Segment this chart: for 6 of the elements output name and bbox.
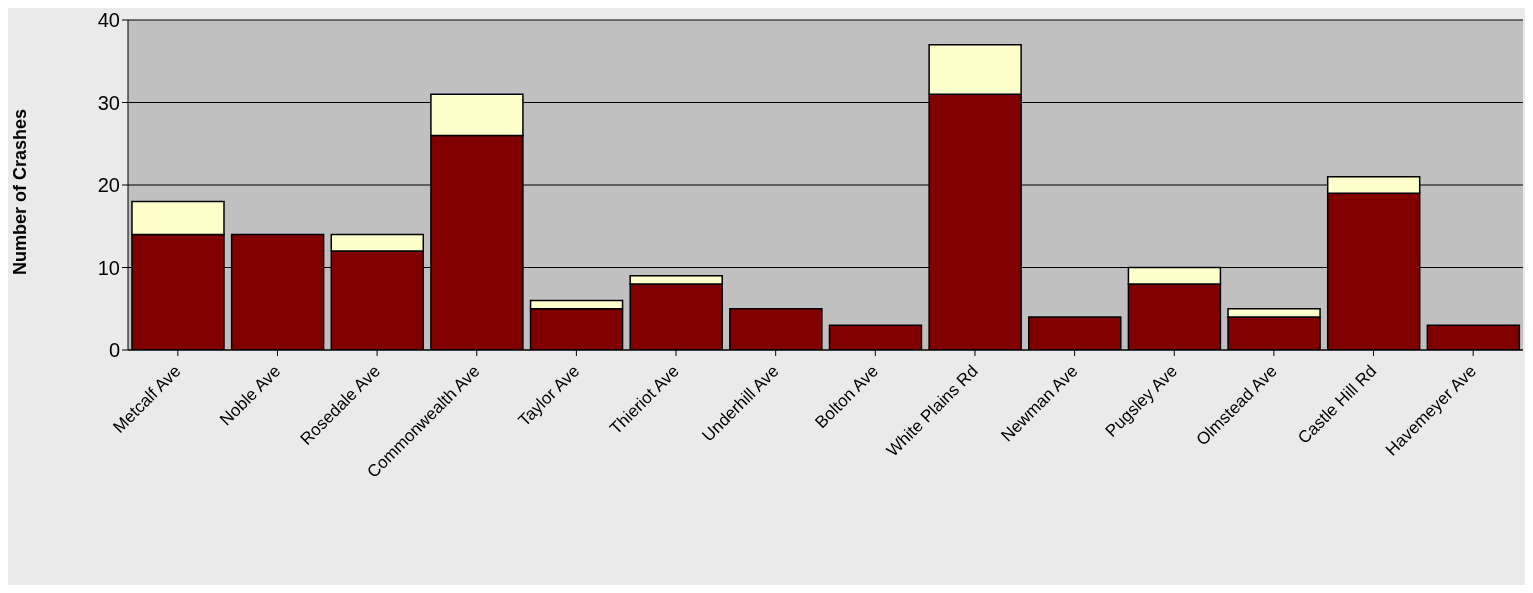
y-tick-label: 20 (97, 174, 120, 197)
y-tick-label: 40 (97, 9, 120, 32)
y-tick-label: 30 (97, 91, 120, 114)
y-tick-label: 10 (97, 256, 120, 279)
y-tick-label: 0 (108, 339, 120, 362)
y-axis-title: Number of Crashes (10, 108, 31, 275)
